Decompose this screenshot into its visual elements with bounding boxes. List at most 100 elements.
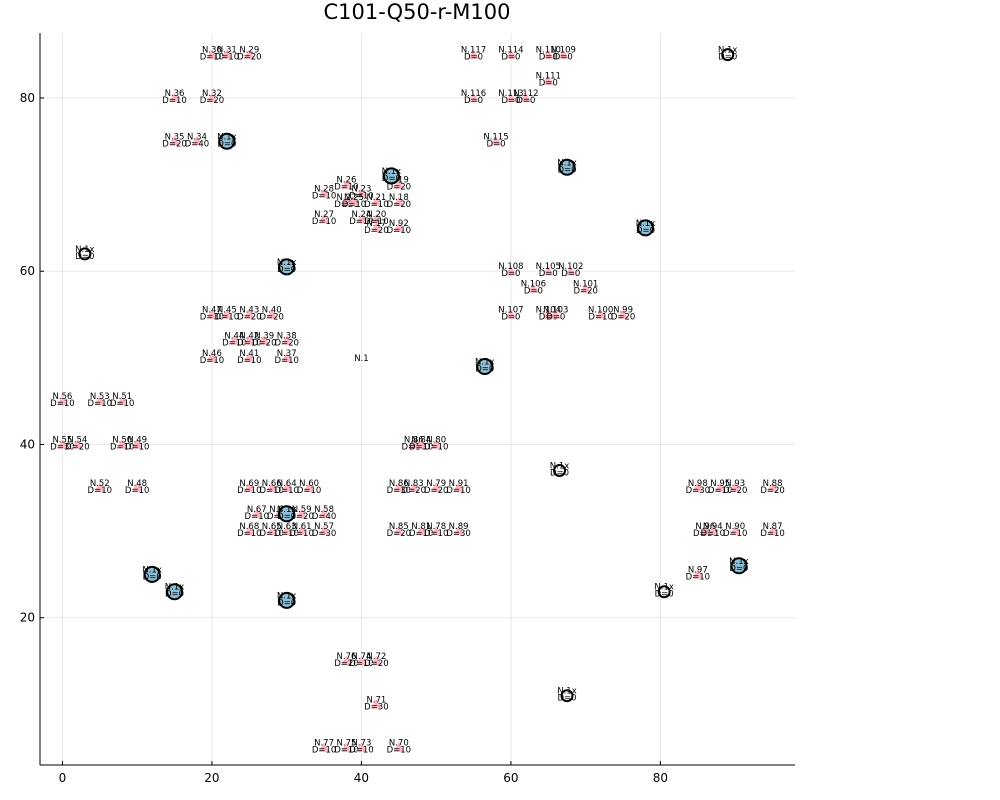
customer-demand-label: D=10 — [297, 486, 321, 496]
customer-label: N.68 — [239, 522, 259, 532]
customer-demand-label: D=20 — [402, 486, 426, 496]
x-tick-label: 60 — [503, 771, 518, 785]
customer-demand-label: D=0 — [524, 287, 543, 297]
customer-demand-label: D=10 — [334, 183, 358, 193]
facility-demand-label: D=0 — [217, 139, 236, 149]
customer-label: N.45 — [217, 306, 237, 316]
customer-point — [707, 525, 719, 536]
customer-point — [318, 213, 330, 224]
customer-point — [565, 265, 577, 276]
customer-demand-label: D=10 — [125, 442, 149, 452]
customer-point — [318, 742, 330, 752]
customer-label: N.44 — [224, 332, 244, 342]
customer-point — [393, 482, 405, 492]
customer-label: N.36 — [165, 89, 185, 99]
customer-label: N.65 — [262, 522, 282, 532]
facility-label: N.1x — [557, 158, 577, 168]
depot-label: N.1 — [354, 354, 368, 364]
customer-label: N.80 — [426, 435, 446, 445]
customer-label: N.74 — [351, 652, 371, 662]
customer-point — [415, 525, 427, 536]
open-facility-demand-label: D=0 — [655, 590, 674, 600]
customer-demand-label: D=0 — [501, 269, 520, 279]
facility-label: N.1x — [165, 583, 185, 593]
customer-demand-label: D=20 — [387, 200, 411, 210]
customer-demand-label: D=20 — [387, 183, 411, 193]
customer-point — [258, 335, 270, 345]
customer-demand-label: D=30 — [364, 702, 388, 712]
customer-label: N.58 — [314, 505, 334, 515]
customer-point — [393, 179, 405, 189]
facility-label: N.1x — [277, 258, 297, 268]
customer-label: N.34 — [187, 132, 207, 142]
customer-point — [355, 655, 367, 666]
customer-point — [303, 482, 315, 492]
customer-demand-label: D=20 — [65, 442, 89, 452]
customer-label: N.110 — [536, 46, 561, 56]
customer-demand-label: D=40 — [312, 512, 336, 522]
customer-point — [355, 742, 367, 752]
customer-point — [453, 482, 465, 492]
customer-point — [191, 135, 203, 146]
customer-demand-label: D=10 — [588, 313, 612, 323]
customer-demand-label: D=10 — [364, 200, 388, 210]
facility-label: N.1x — [729, 557, 749, 567]
customer-demand-label: D=10 — [701, 529, 725, 539]
customer-label: N.40 — [262, 306, 282, 316]
customer-label: N.86 — [389, 479, 409, 489]
customer-demand-label: D=20 — [200, 96, 224, 106]
customer-point — [355, 187, 367, 198]
customer-label: N.100 — [588, 306, 613, 316]
customer-point — [617, 309, 629, 319]
facility-point — [278, 591, 296, 609]
facility-point — [730, 557, 748, 575]
customer-label: N.117 — [461, 46, 486, 56]
customer-point — [206, 49, 218, 59]
customer-point — [340, 196, 352, 207]
customer-demand-label: D=0 — [546, 313, 565, 323]
customer-demand-label: D=0 — [486, 139, 505, 149]
customer-point — [370, 196, 382, 207]
customer-point — [542, 309, 554, 319]
customer-point — [243, 352, 255, 362]
facility-point — [382, 167, 400, 185]
customer-label: N.51 — [112, 392, 132, 402]
customer-point — [206, 309, 218, 319]
customer-demand-label: D=10 — [215, 313, 239, 323]
facility-point — [278, 505, 296, 523]
customer-demand-label: D=20 — [387, 529, 411, 539]
customer-label: N.32 — [202, 89, 222, 99]
customer-demand-label: D=10 — [274, 529, 298, 539]
customer-label: N.39 — [254, 332, 274, 342]
customer-point — [699, 525, 711, 536]
customer-label: N.41 — [239, 349, 259, 359]
customer-point — [348, 196, 360, 207]
y-tick-label: 60 — [20, 264, 35, 278]
customer-label: N.46 — [202, 349, 222, 359]
customer-demand-label: D=10 — [162, 96, 186, 106]
customer-point — [430, 482, 442, 492]
customer-label: N.77 — [314, 739, 334, 749]
customer-label: N.105 — [536, 262, 561, 272]
customer-label: N.101 — [573, 280, 598, 290]
facility-label: N.1x — [217, 132, 237, 142]
customer-point — [729, 525, 741, 536]
customer-demand-label: D=10 — [424, 442, 448, 452]
customer-demand-label: D=10 — [349, 746, 373, 756]
customer-point — [595, 309, 607, 319]
customer-demand-label: D=20 — [334, 200, 358, 210]
customer-demand-label: D=10 — [402, 442, 426, 452]
customer-point — [505, 49, 517, 59]
open-facility-demand-label: D=0 — [557, 694, 576, 704]
customer-point — [131, 438, 143, 449]
customer-label: N.37 — [277, 349, 297, 359]
customer-demand-label: D=10 — [708, 486, 732, 496]
customer-point — [243, 482, 255, 492]
customer-demand-label: D=10 — [312, 217, 336, 227]
customer-point — [243, 525, 255, 536]
facility-demand-label: D=0 — [143, 572, 162, 582]
customer-label: N.42 — [239, 332, 259, 342]
customer-label: N.97 — [688, 565, 708, 575]
customer-label: N.48 — [127, 479, 147, 489]
facility-label: N.1x — [636, 219, 656, 229]
